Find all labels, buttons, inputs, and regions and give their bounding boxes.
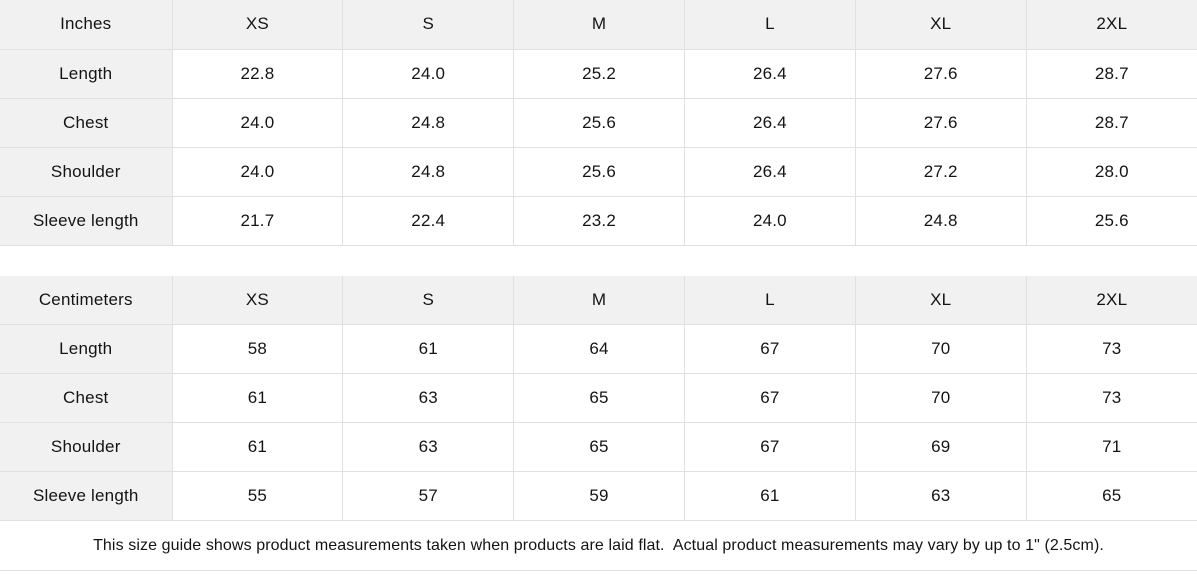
- value-cell: 25.6: [513, 97, 685, 148]
- value-cell: 64: [513, 324, 685, 374]
- value-cell: 27.6: [854, 97, 1027, 148]
- value-cell: 59: [513, 471, 685, 521]
- size-header-cell: S: [342, 275, 515, 325]
- size-header-cell: XS: [171, 0, 344, 50]
- size-guide-note: This size guide shows product measuremen…: [0, 521, 1197, 571]
- table-row: Chest 61 63 65 67 70 73: [0, 373, 1197, 423]
- value-cell: 24.0: [171, 97, 344, 148]
- value-cell: 65: [513, 422, 685, 472]
- value-cell: 21.7: [171, 195, 344, 246]
- value-cell: 69: [854, 422, 1027, 472]
- section-gap: [0, 245, 1197, 276]
- value-cell: 67: [683, 324, 856, 374]
- row-label-cell: Length: [0, 324, 173, 374]
- size-header-cell: M: [513, 0, 685, 50]
- value-cell: 26.4: [683, 97, 856, 148]
- value-cell: 26.4: [683, 146, 856, 197]
- table-row: Chest 24.0 24.8 25.6 26.4 27.6 28.7: [0, 97, 1197, 148]
- size-header-cell: L: [683, 0, 856, 50]
- table-row: Length 58 61 64 67 70 73: [0, 324, 1197, 374]
- value-cell: 24.8: [342, 97, 515, 148]
- value-cell: 24.0: [342, 48, 515, 99]
- row-label-cell: Chest: [0, 373, 173, 423]
- value-cell: 22.8: [171, 48, 344, 99]
- row-label-cell: Shoulder: [0, 146, 173, 197]
- size-header-row: Centimeters XS S M L XL 2XL: [0, 275, 1197, 325]
- value-cell: 61: [683, 471, 856, 521]
- table-row: Shoulder 24.0 24.8 25.6 26.4 27.2 28.0: [0, 146, 1197, 197]
- value-cell: 26.4: [683, 48, 856, 99]
- value-cell: 65: [1025, 471, 1197, 521]
- value-cell: 71: [1025, 422, 1197, 472]
- row-label-cell: Shoulder: [0, 422, 173, 472]
- value-cell: 24.0: [683, 195, 856, 246]
- value-cell: 67: [683, 373, 856, 423]
- value-cell: 58: [171, 324, 344, 374]
- table-row: Shoulder 61 63 65 67 69 71: [0, 422, 1197, 472]
- value-cell: 63: [854, 471, 1027, 521]
- unit-header-cell: Centimeters: [0, 275, 173, 325]
- value-cell: 63: [342, 422, 515, 472]
- row-label-cell: Sleeve length: [0, 195, 173, 246]
- value-cell: 24.0: [171, 146, 344, 197]
- unit-header-cell: Inches: [0, 0, 173, 50]
- value-cell: 27.6: [854, 48, 1027, 99]
- value-cell: 70: [854, 373, 1027, 423]
- value-cell: 23.2: [513, 195, 685, 246]
- size-header-cell: XS: [171, 275, 344, 325]
- size-header-cell: 2XL: [1025, 275, 1197, 325]
- value-cell: 24.8: [854, 195, 1027, 246]
- row-label-cell: Sleeve length: [0, 471, 173, 521]
- size-header-cell: 2XL: [1025, 0, 1197, 50]
- value-cell: 27.2: [854, 146, 1027, 197]
- value-cell: 63: [342, 373, 515, 423]
- table-row: Length 22.8 24.0 25.2 26.4 27.6 28.7: [0, 48, 1197, 99]
- value-cell: 22.4: [342, 195, 515, 246]
- value-cell: 57: [342, 471, 515, 521]
- value-cell: 28.7: [1025, 97, 1197, 148]
- size-header-cell: XL: [854, 275, 1027, 325]
- row-label-cell: Chest: [0, 97, 173, 148]
- value-cell: 73: [1025, 373, 1197, 423]
- row-label-cell: Length: [0, 48, 173, 99]
- value-cell: 28.0: [1025, 146, 1197, 197]
- value-cell: 28.7: [1025, 48, 1197, 99]
- size-header-cell: XL: [854, 0, 1027, 50]
- size-header-cell: M: [513, 275, 685, 325]
- size-table-centimeters: Centimeters XS S M L XL 2XL Length 58 61 64 67 70 73 C…: [0, 275, 1197, 521]
- size-header-cell: L: [683, 275, 856, 325]
- value-cell: 25.2: [513, 48, 685, 99]
- table-row: Sleeve length 21.7 22.4 23.2 24.0 24.8 25.6: [0, 195, 1197, 246]
- value-cell: 65: [513, 373, 685, 423]
- value-cell: 55: [171, 471, 344, 521]
- value-cell: 67: [683, 422, 856, 472]
- value-cell: 61: [171, 373, 344, 423]
- table-row: Sleeve length 55 57 59 61 63 65: [0, 471, 1197, 521]
- value-cell: 61: [342, 324, 515, 374]
- value-cell: 25.6: [1025, 195, 1197, 246]
- size-table-inches: Inches XS S M L XL 2XL Length 22.8 24.0 25.2 26.4 27…: [0, 0, 1197, 246]
- value-cell: 24.8: [342, 146, 515, 197]
- size-header-row: Inches XS S M L XL 2XL: [0, 0, 1197, 50]
- size-header-cell: S: [342, 0, 515, 50]
- value-cell: 70: [854, 324, 1027, 374]
- value-cell: 25.6: [513, 146, 685, 197]
- value-cell: 61: [171, 422, 344, 472]
- value-cell: 73: [1025, 324, 1197, 374]
